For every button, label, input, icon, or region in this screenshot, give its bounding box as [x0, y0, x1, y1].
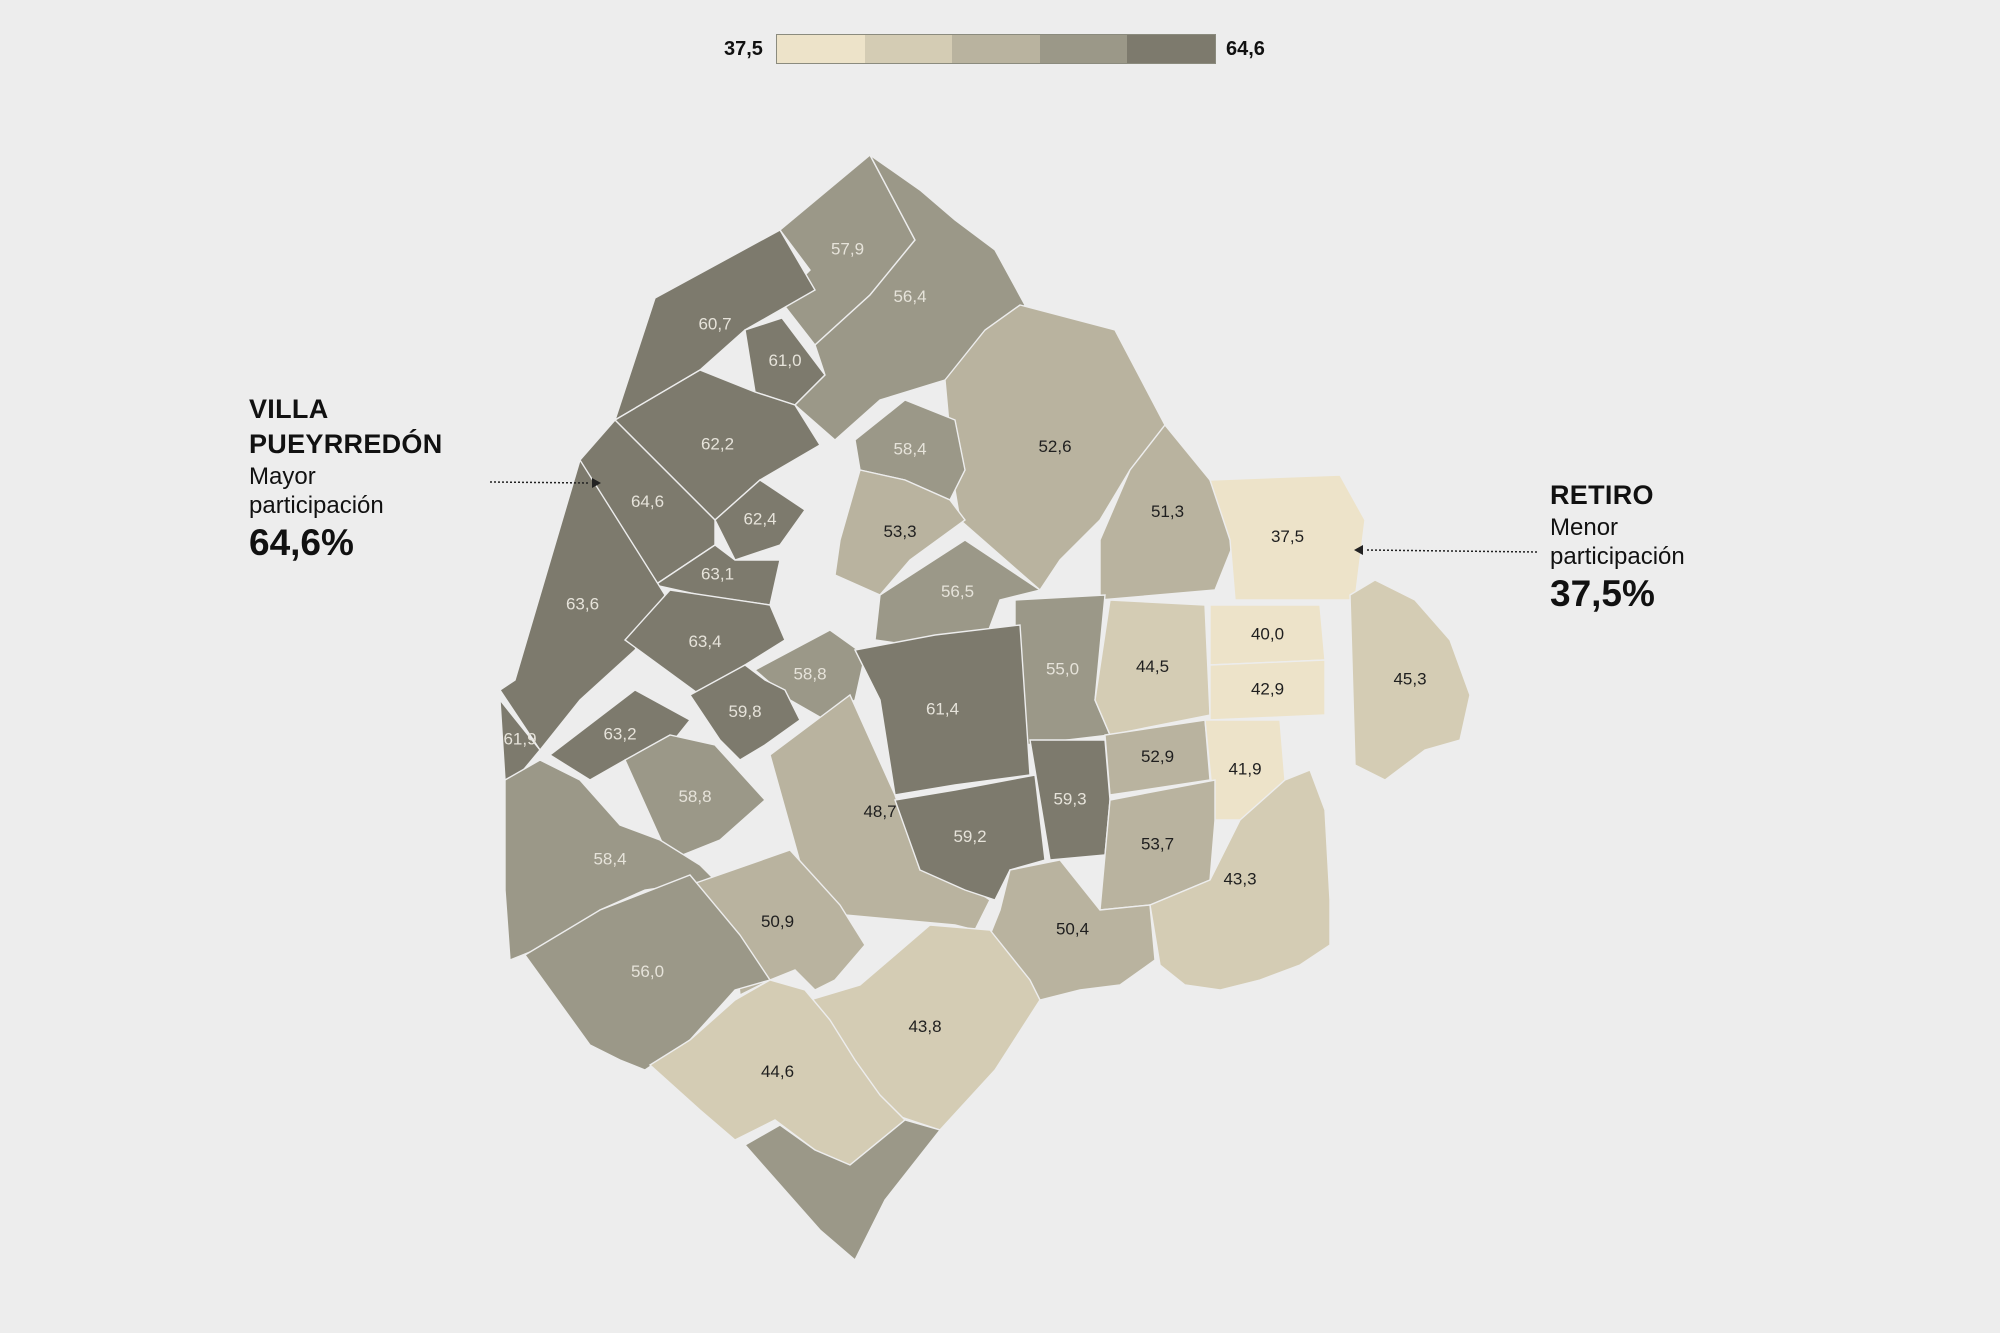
barrio-b36[interactable]	[989, 859, 1156, 1001]
barrio-value-label: 50,9	[761, 912, 794, 931]
barrio-b21[interactable]	[853, 624, 1031, 796]
barrio-b20[interactable]	[1094, 599, 1211, 736]
barrio-value-label: 59,8	[728, 702, 761, 721]
barrio-value-label: 61,9	[503, 729, 536, 748]
color-scale-legend: 37,5 64,6	[700, 34, 1320, 66]
barrio-b40[interactable]	[648, 979, 907, 1166]
barrio-value-label: 56,5	[941, 582, 974, 601]
legend-min-label: 37,5	[724, 38, 763, 60]
legend-step-2	[864, 35, 953, 63]
barrio-value-label: 59,2	[953, 827, 986, 846]
legend-color-bar	[776, 34, 1216, 64]
callout-min-desc-2: participación	[1550, 543, 1685, 570]
legend-step-3	[952, 35, 1040, 63]
barrio-value-label: 44,6	[761, 1062, 794, 1081]
barrio-value-label: 63,4	[688, 632, 721, 651]
barrio-value-label: 58,4	[893, 439, 926, 458]
barrio-b4[interactable]	[793, 154, 1026, 441]
barrio-value-label: 40,0	[1251, 624, 1284, 643]
barrio-b11[interactable]	[1099, 423, 1236, 601]
barrio-value-label: 53,7	[1141, 834, 1174, 853]
barrio-value-label: 63,2	[603, 724, 636, 743]
callout-max-desc-2: participación	[249, 492, 384, 519]
barrio-value-label: 42,9	[1251, 679, 1284, 698]
callout-max: VILLA PUEYRREDÓN Mayor participación 64,…	[249, 392, 509, 566]
barrio-b9[interactable]	[714, 479, 806, 561]
barrio-b24[interactable]	[688, 664, 801, 761]
barrio-b37[interactable]	[1149, 769, 1331, 991]
barrio-value-label: 51,3	[1151, 502, 1184, 521]
barrio-value-label: 59,3	[1053, 789, 1086, 808]
legend-max-label: 64,6	[1226, 38, 1265, 60]
barrio-b23[interactable]	[1349, 579, 1471, 781]
callout-min-desc-1: Menor	[1550, 514, 1619, 541]
barrio-value-label: 53,3	[883, 522, 916, 541]
barrio-value-label: 58,8	[793, 664, 826, 683]
barrio-value-label: 62,4	[743, 509, 776, 528]
barrio-value-label: 58,8	[678, 787, 711, 806]
barrio-value-label: 44,5	[1136, 657, 1169, 676]
barrio-b14[interactable]	[874, 539, 1042, 646]
barrio-value-label: 45,3	[1393, 669, 1426, 688]
legend-step-4	[1039, 35, 1128, 63]
barrio-value-label: 63,1	[701, 564, 734, 583]
barrio-value-label: 55,0	[1046, 659, 1079, 678]
barrio-value-label: 64,6	[631, 492, 664, 511]
arrow-left	[489, 478, 601, 488]
barrio-value-label: 60,7	[698, 314, 731, 333]
callout-min: RETIRO Menor participación 37,5%	[1550, 478, 1790, 617]
barrio-value-label: 63,6	[566, 594, 599, 613]
barrio-b10[interactable]	[834, 469, 966, 596]
barrio-value-label: 61,0	[768, 351, 801, 370]
callout-max-name-2: PUEYRREDÓN	[249, 429, 443, 459]
legend-step-5	[1127, 35, 1215, 63]
legend-step-1	[777, 35, 865, 63]
barrio-value-label: 56,4	[893, 287, 926, 306]
callout-max-desc-1: Mayor	[249, 463, 316, 490]
barrio-value-label: 57,9	[831, 239, 864, 258]
barrio-value-label: 37,5	[1271, 527, 1304, 546]
barrio-b22[interactable]	[1209, 659, 1326, 721]
barrio-b38[interactable]	[523, 874, 772, 1071]
callout-min-name: RETIRO	[1550, 480, 1654, 510]
barrio-value-label: 50,4	[1056, 919, 1089, 938]
barrio-value-label: 56,0	[631, 962, 664, 981]
barrio-value-label: 52,9	[1141, 747, 1174, 766]
callout-max-name-1: VILLA	[249, 394, 329, 424]
barrio-value-label: 43,3	[1223, 869, 1256, 888]
barrio-value-label: 58,4	[593, 849, 626, 868]
arrow-right	[1354, 545, 1538, 555]
barrio-value-label: 41,9	[1228, 759, 1261, 778]
barrio-value-label: 62,2	[701, 434, 734, 453]
barrio-b41	[743, 1119, 942, 1262]
barrio-value-label: 48,7	[863, 802, 896, 821]
barrio-value-label: 43,8	[908, 1017, 941, 1036]
barrio-value-label: 61,4	[926, 699, 959, 718]
callout-min-value: 37,5%	[1550, 573, 1655, 614]
callout-max-value: 64,6%	[249, 522, 354, 563]
barrio-value-label: 52,6	[1038, 437, 1071, 456]
